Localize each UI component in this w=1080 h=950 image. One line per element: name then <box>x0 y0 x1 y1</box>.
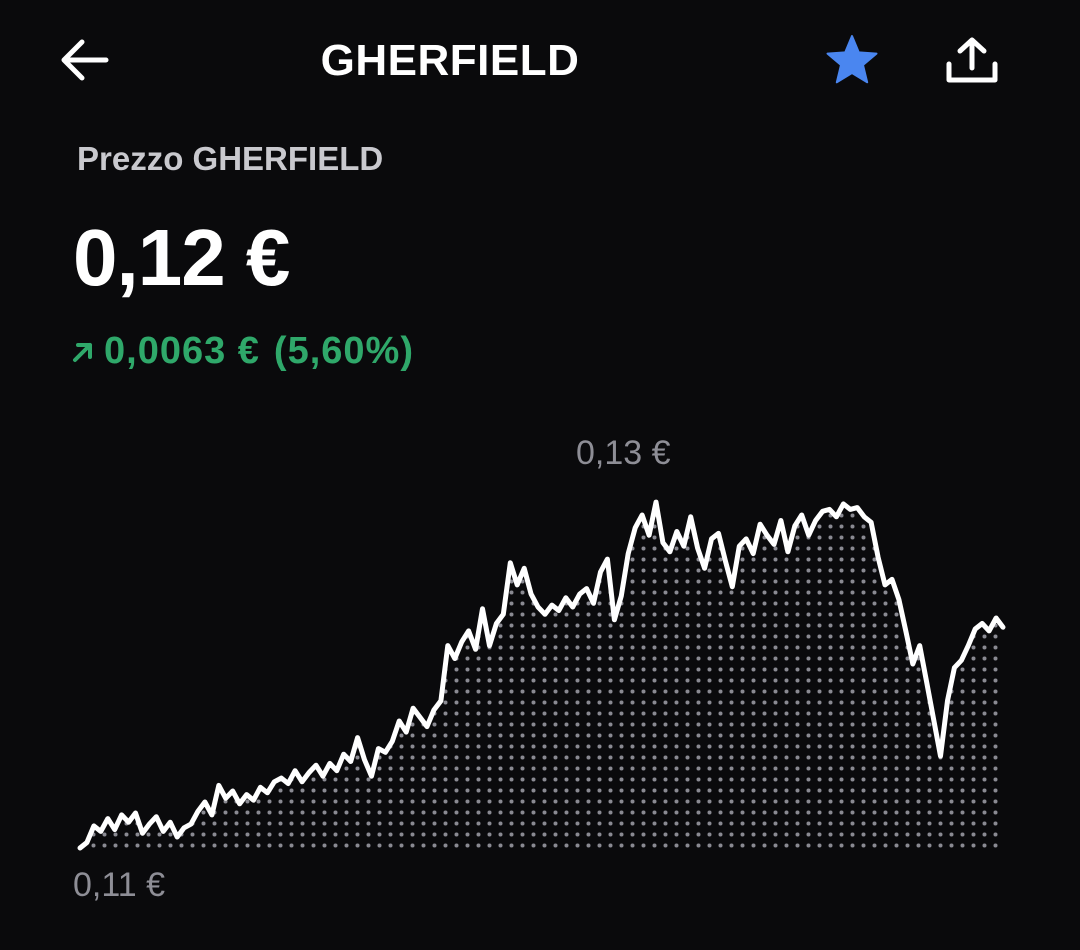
change-percent: (5,60%) <box>273 330 414 372</box>
share-button[interactable] <box>940 28 1004 92</box>
page-title: GHERFIELD <box>320 36 580 85</box>
price-chart[interactable] <box>0 400 1080 920</box>
change-amount: 0,0063 € <box>104 330 260 372</box>
back-button[interactable] <box>52 28 116 92</box>
chart-price-line <box>77 499 1006 851</box>
top-bar: GHERFIELD <box>0 0 1080 120</box>
chart-max-label: 0,13 € <box>576 434 671 472</box>
price-change: 0,0063 € (5,60%) <box>68 330 414 373</box>
chart-min-label: 0,11 € <box>73 866 166 904</box>
favorite-button[interactable] <box>822 30 882 90</box>
share-icon <box>946 37 998 83</box>
price-value: 0,12 € <box>73 213 290 302</box>
arrow-up-right-icon <box>68 337 98 367</box>
arrow-left-icon <box>61 39 109 81</box>
star-icon <box>826 35 878 84</box>
chart-area-fill <box>80 502 1003 848</box>
price-label: Prezzo GHERFIELD <box>77 140 384 177</box>
